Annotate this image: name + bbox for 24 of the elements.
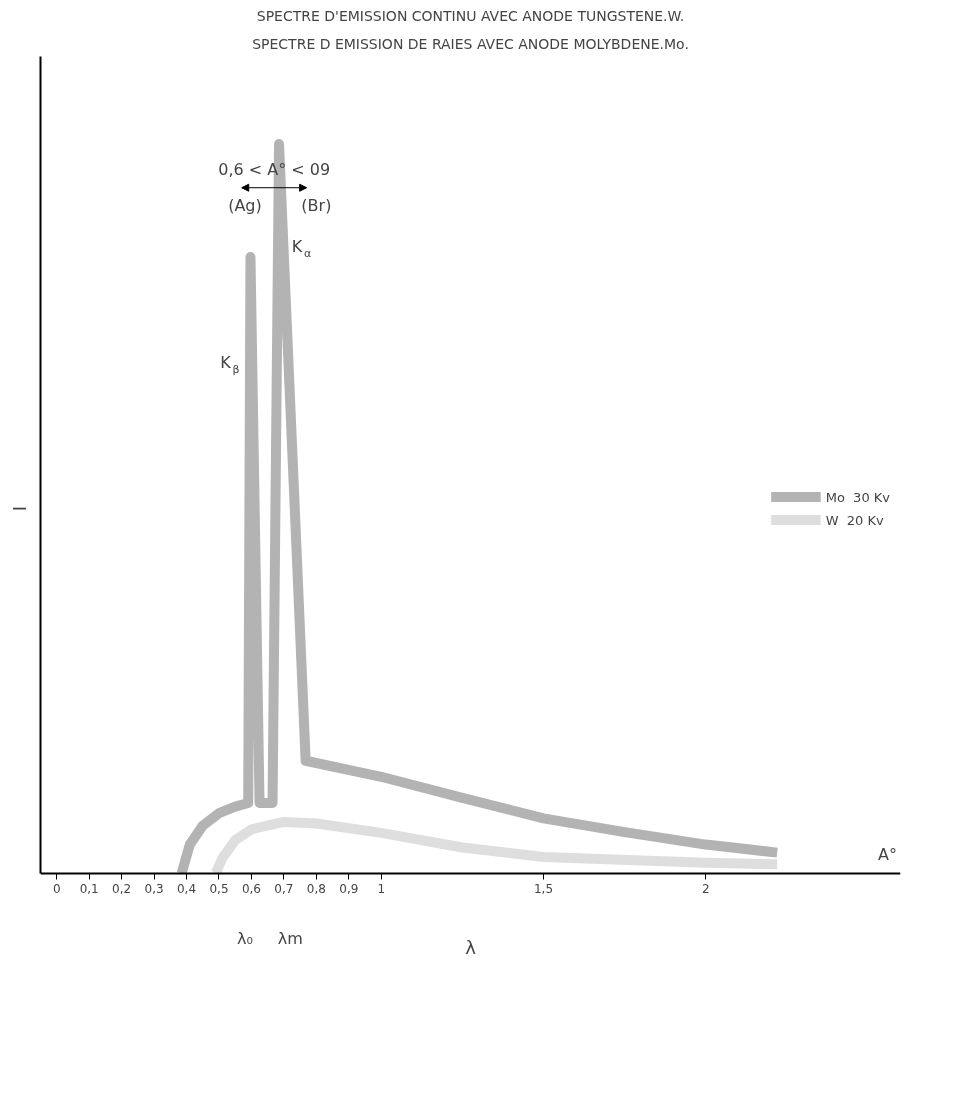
- x-tick-label: 0,6: [241, 882, 261, 897]
- chart-subtitle: SPECTRE D EMISSION DE RAIES AVEC ANODE MOLYBDENE.Mo.: [252, 35, 689, 52]
- text: λm: [277, 929, 303, 949]
- x-tick-label: 0: [52, 882, 61, 897]
- annotation: A°: [878, 845, 897, 865]
- x-tick-label: 1: [377, 882, 386, 897]
- legend-label: Mo 30 Kv: [825, 489, 890, 504]
- x-tick-label: 0,1: [79, 882, 99, 897]
- x-tick-label: 0,9: [339, 882, 359, 897]
- legend-label: W 20 Kv: [825, 512, 884, 527]
- x-tick-label: 2: [701, 882, 710, 897]
- text: λ₀: [237, 929, 253, 949]
- annotation: (Br): [301, 196, 332, 216]
- y-axis-title: I: [8, 505, 30, 512]
- chart-title: SPECTRE D'EMISSION CONTINU AVEC ANODE TUNGSTENE.W.: [256, 7, 685, 24]
- x-tick-label: 0,2: [112, 882, 132, 897]
- x-tick-label: 1,5: [533, 882, 554, 897]
- annotation: (Ag): [228, 196, 262, 216]
- x-tick-label: 0,7: [274, 882, 294, 897]
- x-tick-label: 0,4: [177, 882, 197, 897]
- x-tick-label: 0,5: [209, 882, 229, 897]
- x-tick-label: 0,3: [144, 882, 164, 897]
- x-tick-label: 0,8: [306, 882, 326, 897]
- x-axis-title: λ: [465, 936, 477, 958]
